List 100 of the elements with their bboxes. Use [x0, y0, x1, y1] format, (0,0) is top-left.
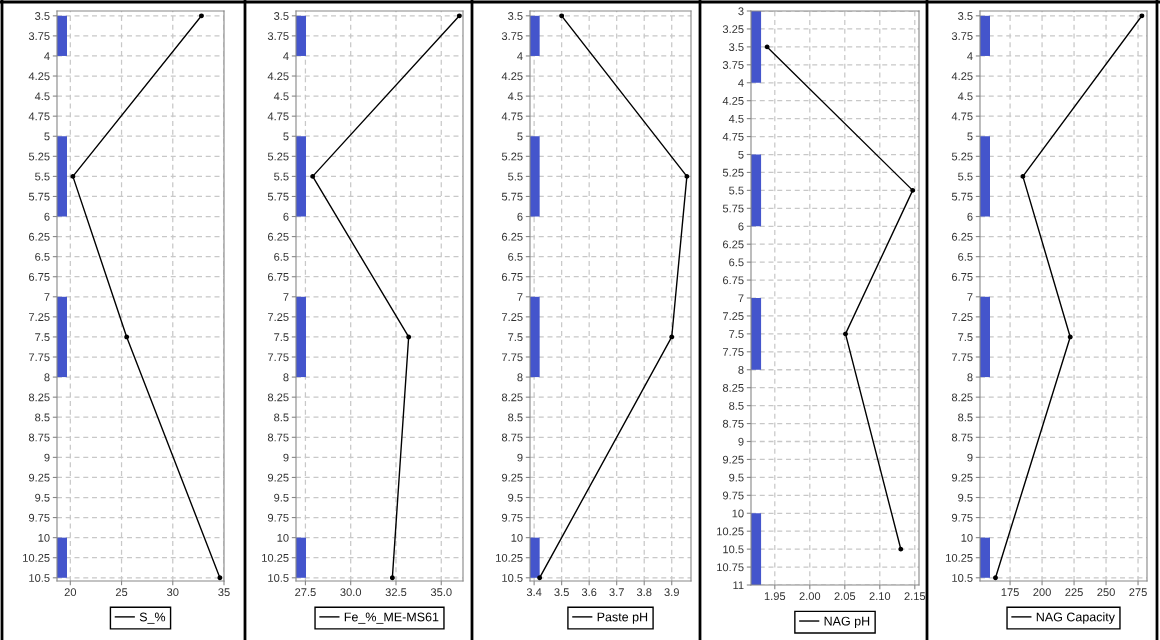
y-tick-label: 10.5	[502, 574, 523, 582]
y-tick-label: 10	[961, 533, 973, 542]
y-tick-label: 4.5	[273, 92, 289, 101]
y-tick-label: 10	[38, 533, 50, 542]
y-tick-label: 5.25	[951, 152, 973, 161]
y-tick-label: 5.5	[958, 172, 973, 181]
y-tick-label: 8.75	[722, 419, 744, 428]
y-tick-label: 4.75	[28, 112, 50, 121]
y-tick-label: 3.75	[951, 32, 973, 41]
legend-label: NAG Capacity	[1036, 612, 1115, 624]
y-tick-label: 4.75	[501, 112, 523, 121]
y-tick-label: 9.75	[267, 513, 289, 522]
y-tick-label: 6.5	[35, 252, 50, 261]
y-tick-label: 9.75	[501, 513, 523, 522]
y-tick-label: 6.5	[958, 252, 973, 261]
x-tick-label: 27.5	[295, 588, 316, 597]
y-tick-label: 6.25	[952, 232, 973, 241]
y-tick-label: 10.25	[23, 553, 50, 562]
y-tick-label: 7.75	[29, 353, 50, 362]
y-tick-label: 7.75	[502, 353, 523, 362]
point	[684, 173, 690, 179]
y-tick-label: 7	[967, 293, 973, 301]
y-tick-label: 3.5	[35, 12, 50, 20]
y-tick-label: 6.5	[508, 252, 523, 261]
y-tick-label: 5.75	[28, 192, 50, 201]
y-tick-label: 9.5	[508, 493, 523, 502]
y-tick-label: 7	[738, 294, 744, 303]
y-tick-label: 8.5	[729, 401, 744, 410]
y-tick-label: 10	[277, 533, 289, 542]
y-tick-label: 3.75	[501, 32, 523, 41]
y-tick-label: 8.25	[951, 393, 973, 402]
x-tick-label: 3.7	[609, 588, 624, 597]
y-tick-label: 7.25	[723, 312, 744, 321]
x-tick-label: 2.10	[869, 592, 891, 601]
y-tick-label: 9.5	[274, 493, 289, 502]
y-tick-label: 8.5	[508, 413, 523, 422]
x-tick-label: 3.4	[526, 588, 542, 597]
y-tick-label: 3.5	[729, 43, 744, 52]
x-tick-label: 275	[1129, 588, 1147, 597]
x-tick-label: 35.0	[430, 588, 452, 597]
y-tick-label: 9	[738, 437, 744, 446]
y-tick-label: 8.25	[267, 393, 289, 402]
y-tick-label: 6.25	[268, 232, 289, 241]
y-tick-label: 4.5	[34, 92, 50, 101]
y-tick-label: 10.25	[262, 553, 289, 562]
y-tick-label: 4.75	[722, 132, 744, 141]
y-tick-label: 10.5	[723, 545, 744, 554]
y-tick-label: 10.5	[29, 574, 50, 582]
y-tick-label: 9	[283, 453, 289, 462]
point	[70, 173, 76, 179]
y-tick-label: 6	[738, 222, 744, 231]
y-tick-label: 8	[517, 373, 523, 382]
point	[537, 575, 543, 581]
y-tick-label: 4	[517, 52, 523, 60]
y-tick-label: 7.75	[268, 353, 289, 362]
y-tick-label: 3.5	[958, 12, 973, 20]
point	[993, 575, 998, 581]
y-tick-label: 5.25	[28, 152, 50, 161]
y-tick-label: 4.25	[951, 72, 973, 81]
y-tick-label: 9	[967, 453, 973, 462]
y-tick-label: 9.25	[28, 473, 50, 482]
y-tick-label: 7.5	[274, 333, 289, 342]
legend-label: S_%	[139, 612, 166, 624]
y-tick-label: 8.5	[958, 413, 973, 422]
x-tick-label: 225	[1065, 588, 1083, 597]
y-tick-label: 5.75	[501, 192, 523, 201]
x-tick-label: 250	[1097, 588, 1115, 597]
y-tick-label: 4.25	[28, 72, 50, 81]
y-tick-label: 6.25	[723, 240, 744, 249]
y-tick-label: 5.5	[729, 186, 744, 195]
y-tick-label: 8.25	[722, 383, 744, 392]
y-tick-label: 8.5	[274, 413, 289, 422]
y-tick-label: 8	[44, 373, 50, 382]
y-tick-label: 4.75	[267, 112, 289, 121]
y-tick-label: 9.25	[722, 455, 744, 464]
y-tick-label: 5	[283, 132, 289, 141]
y-tick-label: 6	[283, 212, 289, 221]
y-tick-label: 4.5	[728, 115, 744, 123]
y-tick-label: 6.5	[729, 258, 744, 267]
y-tick-label: 10.5	[268, 574, 289, 582]
point	[1067, 334, 1073, 340]
point	[124, 334, 130, 340]
y-tick-label: 10.75	[717, 563, 744, 572]
y-tick-label: 4	[967, 52, 973, 60]
y-tick-label: 6.75	[952, 273, 973, 281]
y-tick-label: 7.5	[958, 333, 973, 342]
y-tick-label: 10.5	[952, 574, 973, 582]
x-tick-label: 2.05	[834, 592, 856, 601]
y-tick-label: 5	[967, 132, 973, 141]
y-tick-label: 7.5	[729, 330, 744, 339]
y-tick-label: 5.75	[722, 204, 744, 213]
x-tick-label: 175	[1001, 588, 1019, 597]
point	[559, 13, 565, 19]
y-tick-label: 9.75	[951, 513, 973, 522]
y-tick-label: 7	[517, 293, 523, 301]
y-tick-label: 8.75	[267, 433, 289, 442]
x-tick-label: 3.9	[664, 588, 679, 597]
y-tick-label: 3.75	[28, 32, 50, 41]
y-tick-label: 9	[44, 453, 50, 462]
y-tick-label: 4.5	[507, 92, 523, 101]
